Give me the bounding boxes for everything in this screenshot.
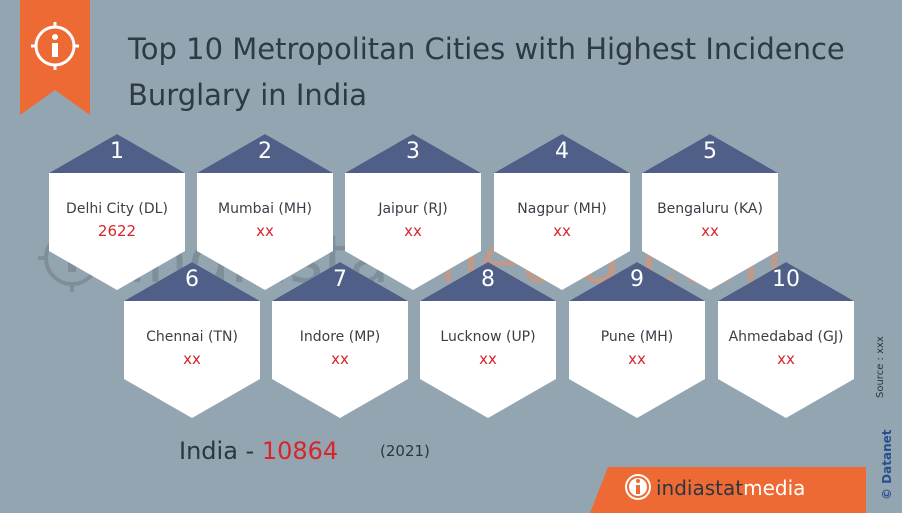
india-total-value: 10864 <box>261 437 339 465</box>
city-value: xx <box>331 350 349 368</box>
city-name: Ahmedabad (GJ) <box>728 329 844 345</box>
city-tile-7: 7 Indore (MP) xx <box>272 262 408 418</box>
city-value: xx <box>701 222 719 240</box>
city-value: xx <box>777 350 795 368</box>
city-tile-8: 8 Lucknow (UP) xx <box>420 262 556 418</box>
city-name: Nagpur (MH) <box>517 201 607 217</box>
page-title: Top 10 Metropolitan Cities with Highest … <box>128 26 868 118</box>
india-total-label: India - <box>179 437 262 465</box>
city-tile-10: 10 Ahmedabad (GJ) xx <box>718 262 854 418</box>
city-tile-9: 9 Pune (MH) xx <box>569 262 705 418</box>
title-line-1: Top 10 Metropolitan Cities with Highest … <box>128 32 845 66</box>
title-line-2: Burglary in India <box>128 78 368 112</box>
india-total: India - 10864 <box>179 436 338 466</box>
city-name: Lucknow (UP) <box>440 329 536 345</box>
city-rank: 3 <box>406 139 420 164</box>
city-value: 2622 <box>97 222 137 240</box>
city-name: Chennai (TN) <box>146 329 238 345</box>
footer-brand-text-1: indiastat <box>656 476 743 500</box>
city-name: Indore (MP) <box>299 329 381 345</box>
city-rank: 4 <box>555 139 569 164</box>
city-tile-6: 6 Chennai (TN) xx <box>124 262 260 418</box>
city-name: Delhi City (DL) <box>66 201 168 217</box>
svg-text:indiastatmedia: indiastatmedia <box>656 476 805 500</box>
city-value: xx <box>256 222 274 240</box>
city-rank: 6 <box>185 267 199 292</box>
city-rank: 7 <box>333 267 347 292</box>
city-value: xx <box>183 350 201 368</box>
city-name: Pune (MH) <box>600 329 674 345</box>
datanet-credit: © Datanet <box>880 429 894 500</box>
city-name: Bengaluru (KA) <box>657 201 763 217</box>
city-rank: 1 <box>110 139 124 164</box>
city-value: xx <box>404 222 422 240</box>
side-credit: Source : xxx © Datanet <box>875 336 894 500</box>
info-icon <box>31 22 79 70</box>
city-name: Mumbai (MH) <box>218 201 312 217</box>
city-tile-4: 4 Nagpur (MH) xx <box>494 134 630 290</box>
data-year: (2021) <box>380 442 430 460</box>
city-name: Jaipur (RJ) <box>378 201 448 217</box>
city-tile-1: 1 Delhi City (DL) 2622 <box>49 134 185 290</box>
city-tile-3: 3 Jaipur (RJ) xx <box>345 134 481 290</box>
city-tile-2: 2 Mumbai (MH) xx <box>197 134 333 290</box>
city-rank: 10 <box>772 267 800 292</box>
city-rank: 5 <box>703 139 717 164</box>
city-value: xx <box>628 350 646 368</box>
city-value: xx <box>479 350 497 368</box>
city-rank: 9 <box>630 267 644 292</box>
footer-brand-text-2: media <box>743 476 805 500</box>
city-tile-5: 5 Bengaluru (KA) xx <box>642 134 778 290</box>
source-note: Source : xxx <box>875 336 886 398</box>
city-rank: 8 <box>481 267 495 292</box>
footer-brand: indiastatmedia <box>590 467 866 513</box>
city-rank: 2 <box>258 139 272 164</box>
brand-logo-icon <box>625 474 651 500</box>
info-banner <box>20 0 90 115</box>
city-value: xx <box>553 222 571 240</box>
